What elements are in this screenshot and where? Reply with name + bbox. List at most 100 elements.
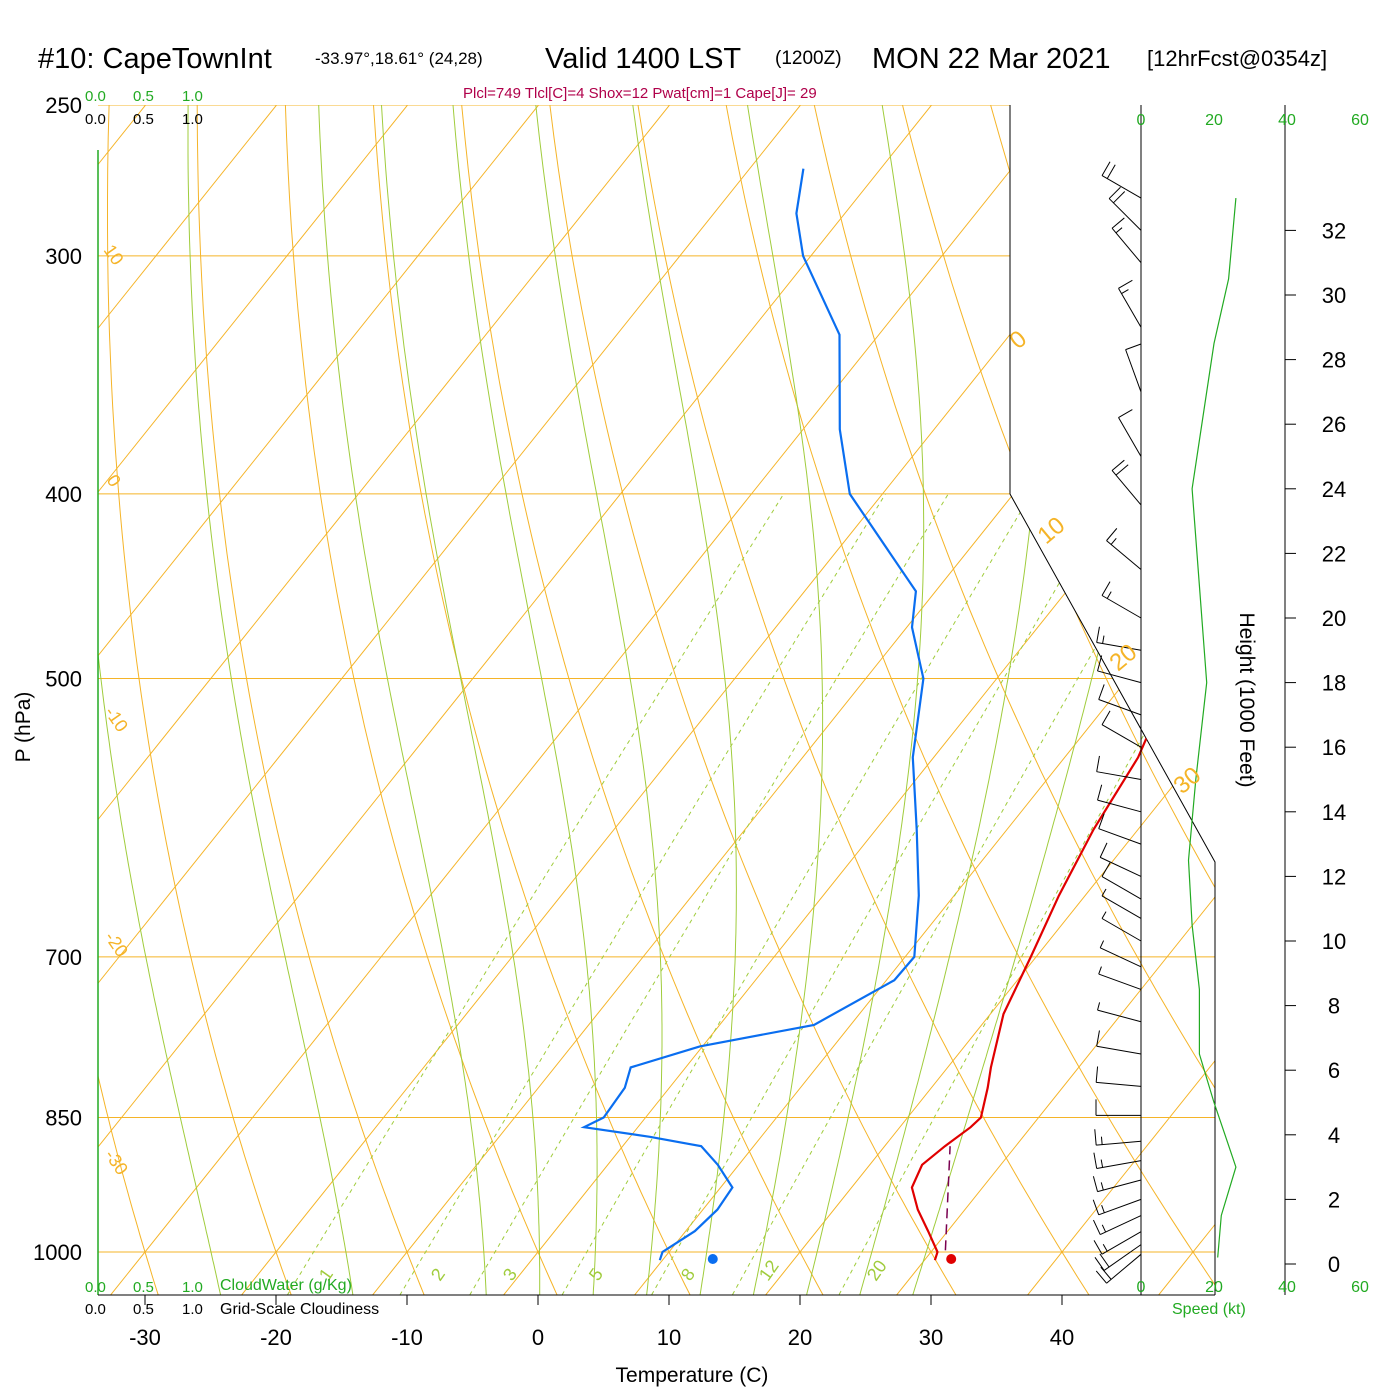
- cloudwater-tick-bottom: 0.0: [85, 1279, 106, 1296]
- wind-barb-staff: [1098, 828, 1142, 845]
- wind-barb-staff: [1100, 856, 1142, 877]
- wind-barb-staff: [1098, 1198, 1142, 1216]
- isotherm-line: [98, 105, 829, 1295]
- wind-barb-feather: [1094, 1129, 1097, 1146]
- wind-barb-staff: [1101, 876, 1142, 900]
- valid-time: Valid 1400 LST: [545, 43, 741, 75]
- wind-barb-half-feather: [1097, 1002, 1101, 1011]
- height-tick-label: 4: [1328, 1123, 1340, 1148]
- pressure-tick-label: 1000: [33, 1240, 82, 1265]
- wind-barb-half-feather: [1100, 1182, 1104, 1191]
- wind-barb-half-feather: [1101, 911, 1107, 919]
- wind-barb: [1096, 755, 1142, 780]
- wind-barb-half-feather: [1106, 591, 1112, 599]
- wind-barb-staff: [1097, 670, 1142, 684]
- cloudiness-tick-bottom: 0.0: [85, 1301, 106, 1318]
- wind-barb-feather: [1093, 1152, 1098, 1169]
- forecast-info: [12hrFcst@0354z]: [1147, 46, 1327, 71]
- speed-tick-top: 20: [1205, 112, 1223, 129]
- isotherm-line: [98, 105, 1091, 1295]
- wind-panel: 0246810121416182022242628303200202040406…: [1092, 105, 1369, 1296]
- station-coords: -33.97°,18.61° (24,28): [315, 49, 483, 68]
- height-tick-label: 20: [1322, 606, 1346, 631]
- wind-barb: [1098, 684, 1142, 716]
- wind-barb-staff: [1103, 1244, 1142, 1271]
- moist-adiabat: [747, 105, 824, 1295]
- speed-tick-top: 60: [1351, 112, 1369, 129]
- wind-barb: [1101, 161, 1142, 199]
- isotherm-line: [748, 105, 1215, 1295]
- stability-indices: Plcl=749 Tlcl[C]=4 Shox=12 Pwat[cm]=1 Ca…: [463, 85, 817, 102]
- cloudwater-tick-top: 0.5: [133, 88, 154, 105]
- wind-barb: [1118, 279, 1142, 328]
- parcel-path: [944, 1146, 951, 1251]
- moist-adiabat: [381, 105, 541, 1295]
- wind-barb-staff: [1096, 1045, 1142, 1055]
- pressure-tick-label: 850: [45, 1106, 82, 1131]
- wind-barb-staff: [1111, 470, 1142, 506]
- wind-barb-staff: [1096, 1160, 1142, 1169]
- height-tick-label: 6: [1328, 1058, 1340, 1083]
- wind-barb-feather: [1111, 217, 1125, 229]
- cloudiness-tick-top: 0.0: [85, 111, 106, 128]
- isotherm-line: [98, 105, 305, 1295]
- wind-barb: [1095, 1253, 1142, 1284]
- wind-barb-half-feather: [1102, 635, 1105, 644]
- mixing-ratio-line: [639, 493, 1112, 1295]
- wind-barb-half-feather: [1121, 289, 1129, 294]
- mixing-ratio-line: [457, 493, 949, 1295]
- moist-adiabat: [187, 105, 357, 1295]
- height-tick-label: 10: [1322, 929, 1346, 954]
- pressure-tick-label: 700: [45, 945, 82, 970]
- wind-barb-half-feather: [1101, 1205, 1105, 1213]
- wind-barb-feather: [1094, 1257, 1105, 1271]
- moist-adiabat: [98, 105, 226, 1295]
- height-tick-label: 24: [1322, 477, 1346, 502]
- height-tick-label: 32: [1322, 218, 1346, 243]
- wind-barb-staff: [1096, 771, 1142, 780]
- height-tick-label: 28: [1322, 348, 1346, 373]
- wind-barb: [1106, 528, 1142, 570]
- cloudwater-tick-top: 1.0: [182, 88, 203, 105]
- wind-barb-feather: [1098, 813, 1105, 829]
- pressure-tick-label: 400: [45, 482, 82, 507]
- wind-barb-staff: [1098, 699, 1142, 716]
- wind-barb-feather: [1093, 1240, 1103, 1255]
- wind-barb: [1096, 1030, 1142, 1055]
- wind-barb-staff: [1106, 540, 1142, 570]
- cloudwater-tick-top: 0.0: [85, 88, 106, 105]
- wind-barb-feather: [1095, 1066, 1099, 1083]
- wind-barb-feather: [1100, 1266, 1112, 1280]
- wind-barb-staff: [1100, 1215, 1142, 1236]
- wind-barb-staff: [1100, 947, 1142, 968]
- wind-barb-staff: [1096, 641, 1142, 651]
- wind-barb-feather: [1111, 459, 1125, 471]
- wind-barb-feather: [1106, 528, 1118, 541]
- dry-adiabat: [806, 105, 1215, 1295]
- temp-tick-label: -30: [129, 1325, 161, 1350]
- wind-barb-staff: [1101, 895, 1142, 919]
- wind-barb: [1111, 459, 1142, 506]
- wind-barb: [1092, 1176, 1142, 1193]
- speed-tick-top: 0: [1137, 112, 1146, 129]
- wind-barb: [1108, 186, 1142, 231]
- speed-tick-top: 40: [1278, 112, 1296, 129]
- surface-dewpoint-marker: [707, 1254, 718, 1264]
- wind-barb-feather: [1113, 191, 1126, 204]
- dry-adiabat: [545, 105, 969, 1295]
- wind-barb-feather: [1101, 862, 1111, 877]
- wind-barb-half-feather: [1101, 888, 1107, 897]
- height-tick-label: 18: [1322, 671, 1346, 696]
- moist-adiabat: [632, 105, 737, 1295]
- wind-barb-half-feather: [1101, 1224, 1107, 1233]
- isotherm-line: [98, 105, 960, 1295]
- speed-label: Speed (kt): [1172, 1301, 1246, 1318]
- surface-temperature-marker: [946, 1254, 957, 1264]
- temp-tick-label: -10: [391, 1325, 423, 1350]
- dry-adiabat: [719, 105, 1215, 1295]
- wind-barb-feather: [1095, 1270, 1107, 1284]
- height-tick-label: 0: [1328, 1252, 1340, 1277]
- speed-tick-bottom: 0: [1137, 1279, 1146, 1296]
- wind-barb-feather: [1092, 1199, 1100, 1215]
- speed-tick-bottom: 40: [1278, 1279, 1296, 1296]
